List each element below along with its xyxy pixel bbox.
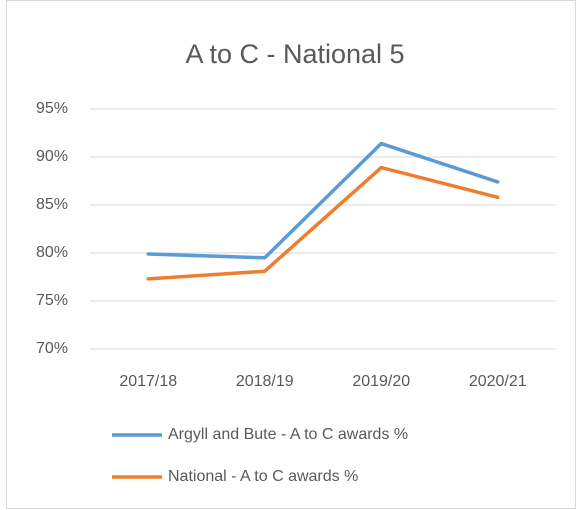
y-tick-label: 85% (36, 196, 68, 213)
x-tick-label: 2020/21 (469, 373, 527, 390)
data-line (146, 165, 500, 281)
legend-label: National - A to C awards % (168, 468, 358, 485)
y-tick-label: 75% (36, 292, 68, 309)
x-tick-label: 2019/20 (352, 373, 410, 390)
y-tick-label: 70% (36, 340, 68, 357)
y-tick-label: 95% (36, 100, 68, 117)
chart-border (6, 0, 576, 509)
y-tick-label: 90% (36, 148, 68, 165)
x-tick-label: 2018/19 (236, 373, 294, 390)
x-tick-label: 2017/18 (119, 373, 177, 390)
legend-label: Argyll and Bute - A to C awards % (168, 426, 408, 443)
y-tick-label: 80% (36, 244, 68, 261)
chart-title: A to C - National 5 (185, 39, 404, 69)
data-line (146, 141, 500, 260)
